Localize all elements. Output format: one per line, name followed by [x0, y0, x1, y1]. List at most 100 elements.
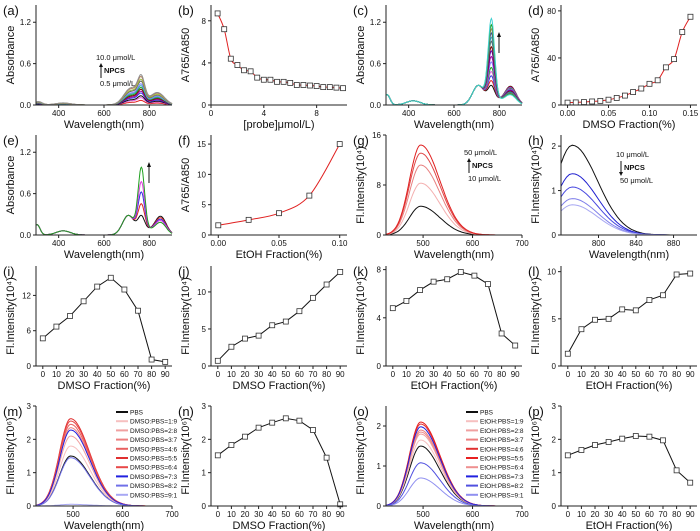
- series-line-9: [385, 40, 523, 106]
- axes: [35, 266, 172, 367]
- fit-curve: [567, 16, 691, 104]
- x-tick-label: 80: [672, 510, 681, 519]
- x-tick-label: 400: [402, 109, 416, 118]
- x-tick-label: 30: [254, 370, 263, 379]
- x-tick-label: 70: [484, 370, 493, 379]
- chart-panel-b: (b) A765/A850 [probe]μmol/L) 0 4 8 0 4 8: [178, 3, 347, 131]
- data-point-12: [293, 82, 300, 88]
- data-point-14: [679, 29, 686, 35]
- x-axis-label: Wavelength(nm): [414, 520, 494, 531]
- y-tick-label: 0.6: [20, 190, 32, 199]
- x-tick-label: 80: [672, 370, 681, 379]
- x-tick-label: 700: [515, 239, 529, 248]
- y-tick-label: 0: [552, 502, 557, 511]
- data-point-7: [660, 437, 666, 444]
- annotation-middle: NPCS: [472, 161, 493, 170]
- data-point-0: [214, 10, 221, 17]
- data-point-15: [687, 13, 694, 20]
- legend-entry: PBS: [130, 410, 144, 417]
- chart-panel-m: (m)Fl.Intensity(10⁶) Wavelength(nm)500 600…: [3, 402, 179, 531]
- x-tick-label: 840: [629, 239, 643, 248]
- y-tick-label: 8: [377, 181, 382, 190]
- panel-label: (g): [353, 133, 369, 148]
- panel-label: (h): [528, 133, 544, 148]
- y-axis-label: Fl.Intensity(10⁴): [180, 277, 192, 354]
- series-line-4: [385, 144, 521, 236]
- legend-entry: DMSO:PBS=7:3: [130, 474, 178, 481]
- x-tick-label: 40: [618, 370, 627, 379]
- annotation-top: 50 μmol/L: [464, 148, 497, 157]
- y-tick-label: 10: [197, 170, 206, 179]
- series-line-11: [385, 31, 523, 106]
- axes: [560, 406, 697, 507]
- data-point-12: [662, 64, 669, 71]
- y-tick-label: 0: [552, 101, 557, 110]
- chart-panel-i: (i)Fl.Intensity(10⁴) DMSO Fraction(%) 0 10 2…: [3, 264, 172, 392]
- y-tick-label: 4: [377, 314, 382, 323]
- y-tick-label: 2: [202, 435, 207, 444]
- data-line: [217, 271, 341, 362]
- data-point-4: [444, 276, 451, 283]
- y-tick-label: 0.6: [20, 60, 32, 69]
- x-tick-label: 40: [268, 510, 277, 519]
- x-axis-label: DMSO Fraction(%): [583, 119, 676, 131]
- x-tick-label: 40: [268, 370, 277, 379]
- x-tick-label: 90: [336, 370, 345, 379]
- x-tick-label: 0: [216, 370, 221, 379]
- data-point-7: [135, 307, 141, 314]
- x-tick-label: 90: [686, 510, 695, 519]
- x-tick-label: 70: [134, 370, 143, 379]
- chart-panel-o: (o)Fl.Intensity(10⁶) Wavelength(nm)500 600…: [353, 404, 529, 531]
- fit-curve: [217, 13, 344, 89]
- x-tick-label: 80: [147, 370, 156, 379]
- y-tick-label: 2: [377, 422, 382, 431]
- x-tick-label: 0.00: [210, 239, 226, 248]
- annotation-bottom: 10 μmol/L: [468, 174, 501, 183]
- panel-label: (l): [528, 264, 540, 279]
- legend-entry: DMSO:PBS=3:7: [130, 437, 178, 444]
- legend-entry: EtOH:PBS=1:9: [480, 419, 524, 426]
- data-point-9: [274, 78, 280, 85]
- panel-label: (c): [353, 3, 368, 18]
- data-point-1: [578, 326, 585, 333]
- data-point-2: [242, 335, 248, 342]
- data-point-4: [336, 141, 343, 147]
- chart-panel-d: (d) A765/A850 DMSO Fraction(%) 0.00 0.05 0.10…: [528, 3, 699, 131]
- y-tick-label: 80: [547, 7, 556, 16]
- data-point-16: [320, 84, 327, 91]
- data-point-3: [234, 62, 241, 68]
- axes: [560, 135, 697, 236]
- legend-entry: PBS: [480, 410, 494, 417]
- data-point-2: [276, 210, 282, 217]
- y-tick-label: 40: [547, 54, 556, 63]
- series-line-3: [35, 180, 173, 236]
- panel-label: (k): [353, 264, 368, 279]
- x-tick-label: 50: [281, 370, 290, 379]
- x-axis-label: Wavelength(nm): [64, 119, 144, 131]
- y-tick-label: 8: [202, 17, 207, 26]
- x-tick-label: 600: [466, 239, 480, 248]
- data-point-6: [471, 272, 478, 279]
- chart-panel-f: (f) A765/A850 EtOH Fraction(%) 0.00 0.05 0.10…: [178, 133, 348, 261]
- y-tick-label: 3: [552, 402, 557, 411]
- y-tick-label: 0: [552, 231, 557, 240]
- x-tick-label: 70: [309, 510, 318, 519]
- legend-entry: EtOH:PBS=4:6: [480, 446, 524, 453]
- data-point-0: [389, 305, 396, 312]
- x-tick-label: 10: [227, 370, 236, 379]
- y-tick-label: 8: [377, 266, 382, 275]
- x-tick-label: 60: [645, 510, 654, 519]
- chart-panel-p: (p)Fl.Intensity(10⁶)EtOH Fraction(%)0 10 2…: [528, 402, 697, 531]
- y-axis-label: Fl.Intensity(10⁴): [530, 146, 542, 223]
- axes: [560, 266, 697, 367]
- x-tick-label: 20: [591, 370, 600, 379]
- x-tick-label: 50: [281, 510, 290, 519]
- x-tick-label: 30: [429, 370, 438, 379]
- data-point-9: [162, 358, 169, 365]
- y-tick-label: 10: [547, 268, 556, 277]
- series-line-2: [35, 191, 173, 236]
- data-point-2: [417, 287, 423, 293]
- data-point-5: [247, 68, 254, 75]
- y-axis-label: Absorbance: [355, 26, 367, 85]
- data-point-14: [307, 82, 313, 89]
